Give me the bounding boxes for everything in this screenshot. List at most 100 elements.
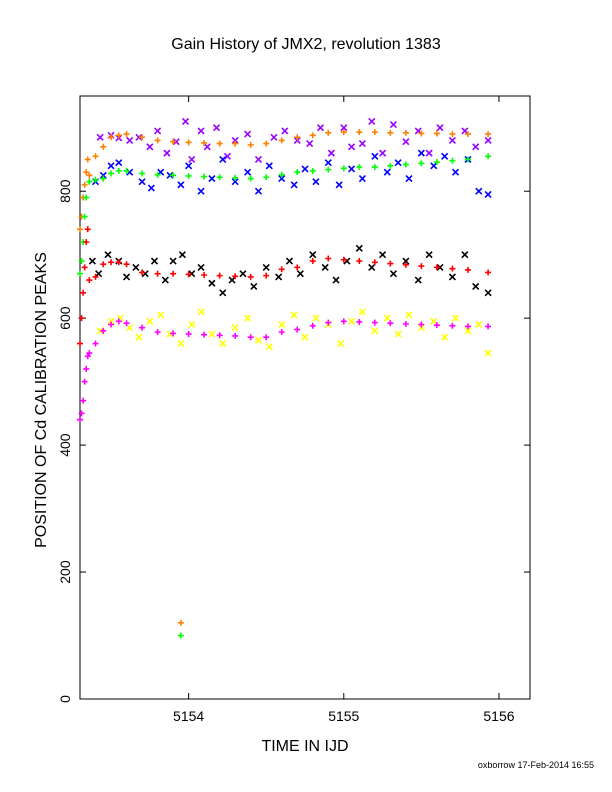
data-point [178, 251, 186, 259]
data-point [147, 184, 155, 192]
data-point [170, 138, 177, 145]
data-point [92, 273, 99, 280]
data-point [77, 416, 83, 423]
data-point [340, 129, 347, 136]
data-point [92, 176, 99, 183]
data-point [244, 130, 252, 138]
data-point [371, 327, 379, 335]
data-point [485, 323, 492, 330]
data-point [441, 333, 449, 341]
data-point [81, 264, 88, 271]
data-point [464, 323, 471, 330]
data-point [244, 168, 252, 176]
data-point [383, 314, 391, 322]
x-tick-label: 5154 [173, 708, 204, 724]
data-point [402, 320, 409, 327]
data-point [356, 129, 363, 136]
data-point [464, 327, 472, 335]
data-point [154, 270, 161, 277]
series-3 [86, 129, 492, 179]
data-point [325, 129, 332, 136]
data-point [170, 172, 177, 179]
data-point [389, 120, 398, 129]
data-point [441, 152, 449, 160]
data-point [278, 137, 285, 144]
data-point [231, 178, 239, 186]
data-point [201, 139, 208, 146]
data-point [484, 190, 492, 198]
data-point [294, 326, 301, 333]
series-11 [77, 353, 91, 423]
data-point [394, 330, 402, 338]
data-point [389, 270, 398, 278]
data-point [325, 166, 332, 173]
data-point [433, 130, 440, 137]
data-point [294, 134, 301, 141]
data-point [188, 270, 196, 278]
data-point [321, 263, 329, 271]
data-point [100, 327, 107, 334]
data-point [163, 149, 171, 157]
data-point [325, 319, 332, 326]
data-point [115, 167, 122, 174]
data-point [430, 317, 438, 325]
data-point [201, 173, 208, 180]
data-point [449, 322, 456, 329]
data-point [239, 270, 247, 278]
data-point [312, 314, 320, 322]
data-point [81, 378, 88, 385]
data-point [340, 124, 348, 132]
data-point [402, 161, 409, 168]
data-point [414, 276, 422, 284]
data-point [80, 289, 87, 296]
data-point [485, 269, 492, 276]
data-point [172, 138, 180, 146]
data-point [294, 169, 301, 176]
data-point [80, 397, 87, 404]
y-tick-label: 800 [57, 179, 73, 203]
data-point [343, 257, 351, 265]
data-point [139, 269, 146, 276]
data-point [430, 162, 438, 170]
data-point [83, 238, 90, 245]
y-tick-label: 600 [57, 306, 73, 330]
data-point [154, 127, 162, 135]
data-point [139, 134, 146, 141]
data-point [126, 168, 134, 176]
data-point [100, 143, 107, 150]
data-point [78, 315, 85, 322]
data-point [417, 324, 425, 332]
data-point [327, 149, 335, 157]
data-point [254, 187, 263, 195]
data-point [123, 167, 130, 174]
data-point [379, 251, 387, 259]
data-point [270, 133, 278, 141]
data-point [219, 289, 227, 297]
data-point [84, 353, 91, 360]
data-point [139, 324, 146, 331]
data-point [278, 266, 285, 273]
data-point [250, 282, 258, 290]
data-point [139, 170, 146, 177]
data-point [232, 273, 239, 280]
data-point [425, 149, 433, 157]
data-point [433, 159, 440, 166]
data-point [461, 251, 469, 259]
data-point [312, 178, 320, 186]
data-point [402, 261, 409, 268]
data-point [81, 213, 88, 220]
data-point [358, 140, 366, 148]
data-point [123, 131, 130, 138]
data-point [170, 330, 177, 337]
data-point [219, 339, 227, 348]
data-marks [77, 117, 492, 639]
data-point [177, 632, 184, 639]
data-point [347, 143, 356, 151]
data-point [472, 143, 480, 151]
data-point [485, 153, 492, 160]
data-point [244, 314, 252, 322]
data-point [100, 175, 107, 182]
data-point [309, 322, 316, 329]
data-point [86, 172, 93, 179]
